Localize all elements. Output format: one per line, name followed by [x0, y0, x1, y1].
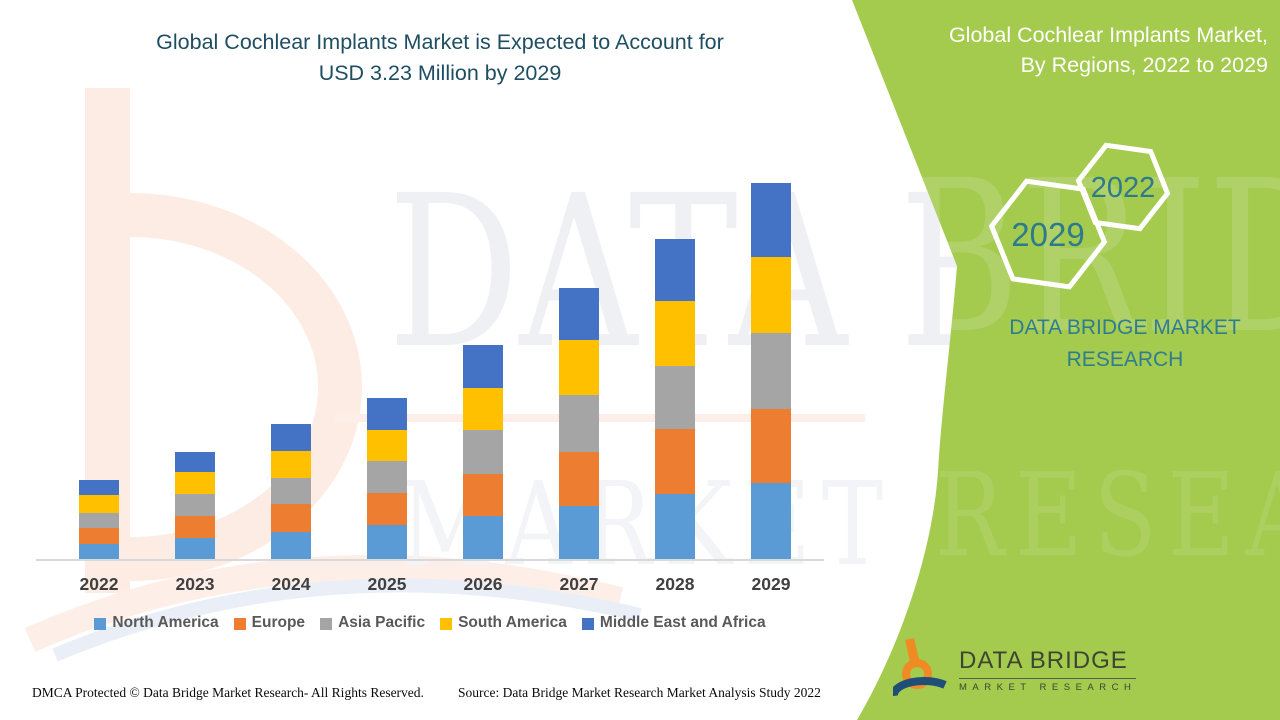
- segment-2024-middle-east-and-africa: [271, 423, 311, 451]
- segment-2022-middle-east-and-africa: [79, 479, 119, 496]
- band-heading: Global Cochlear Implants Market, By Regi…: [880, 20, 1268, 80]
- segment-2027-asia-pacific: [559, 395, 599, 452]
- x-label-2025: 2025: [367, 574, 407, 594]
- segment-2026-middle-east-and-africa: [463, 344, 503, 388]
- segment-2026-europe: [463, 474, 503, 516]
- green-band-shape: [852, 0, 1280, 720]
- segment-2022-north-america: [79, 543, 119, 559]
- chart-title-line1: Global Cochlear Implants Market is Expec…: [156, 30, 724, 54]
- band-heading-line1: Global Cochlear Implants Market,: [948, 23, 1268, 47]
- segment-2026-asia-pacific: [463, 429, 503, 475]
- segment-2027-south-america: [559, 340, 599, 395]
- segment-2024-asia-pacific: [271, 477, 311, 505]
- chart-legend: North America Europe Asia Pacific South Ame…: [0, 614, 860, 632]
- logo-subtitle: MARKET RESEARCH: [959, 682, 1137, 693]
- band-brand-line1: DATA BRIDGE MARKET: [1009, 316, 1241, 339]
- stacked-bar-chart: 2022 2023 2024 2025 2026 2027 2028 2029: [36, 182, 824, 594]
- bar-2023: [175, 451, 215, 559]
- segment-2027-europe: [559, 452, 599, 506]
- x-label-2027: 2027: [559, 574, 599, 594]
- segment-2023-north-america: [175, 538, 215, 559]
- segment-2029-north-america: [751, 483, 791, 559]
- segment-2025-middle-east-and-africa: [367, 398, 407, 430]
- bar-2024: [271, 423, 311, 559]
- hexagon-2022-outline: [1075, 142, 1171, 232]
- legend-label-middle-east-and-africa: Middle East and Africa: [599, 614, 766, 631]
- source-text: Source: Data Bridge Market Research Mark…: [458, 685, 821, 700]
- segment-2022-south-america: [79, 495, 119, 513]
- legend-marker-south-america: [440, 617, 453, 630]
- segment-2023-south-america: [175, 471, 215, 494]
- legend-item-south-america: South America: [440, 614, 567, 632]
- segment-2024-south-america: [271, 450, 311, 478]
- segment-2027-north-america: [559, 505, 599, 559]
- x-label-2029: 2029: [751, 574, 791, 594]
- segment-2023-asia-pacific: [175, 493, 215, 516]
- x-label-2023: 2023: [175, 574, 215, 594]
- segment-2022-asia-pacific: [79, 512, 119, 528]
- logo-name: DATA BRIDGE: [959, 647, 1137, 679]
- segment-2023-europe: [175, 515, 215, 538]
- bar-2027: [559, 287, 599, 559]
- chart-title: Global Cochlear Implants Market is Expec…: [60, 27, 820, 89]
- chart-title-line2: USD 3.23 Million by 2029: [318, 61, 562, 85]
- legend-item-europe: Europe: [233, 614, 306, 632]
- dbmr-logo: DATA BRIDGE MARKET RESEARCH: [893, 638, 1137, 706]
- bar-2022: [79, 479, 119, 559]
- segment-2025-europe: [367, 492, 407, 526]
- legend-item-asia-pacific: Asia Pacific: [320, 614, 425, 632]
- segment-2025-asia-pacific: [367, 461, 407, 493]
- hexagon-2022-label: 2022: [1091, 172, 1156, 204]
- bar-2025: [367, 398, 407, 559]
- segment-2029-asia-pacific: [751, 333, 791, 409]
- band-heading-line2: By Regions, 2022 to 2029: [1020, 53, 1268, 77]
- segment-2025-south-america: [367, 429, 407, 462]
- segment-2028-europe: [655, 428, 695, 494]
- legend-marker-asia-pacific: [320, 617, 333, 630]
- bar-2026: [463, 344, 503, 559]
- dmca-text: DMCA Protected © Data Bridge Market Rese…: [32, 685, 424, 700]
- dbmr-logo-text: DATA BRIDGE MARKET RESEARCH: [959, 638, 1137, 706]
- legend-label-europe: Europe: [251, 614, 306, 631]
- x-axis-line: [36, 559, 824, 561]
- segment-2026-north-america: [463, 515, 503, 559]
- segment-2028-middle-east-and-africa: [655, 238, 695, 301]
- band-brand-line2: RESEARCH: [1066, 348, 1184, 371]
- bar-2029: [751, 182, 791, 559]
- segment-2024-europe: [271, 504, 311, 533]
- segment-2028-asia-pacific: [655, 365, 695, 429]
- legend-marker-north-america: [94, 617, 107, 630]
- legend-marker-middle-east-and-africa: [581, 617, 594, 630]
- hexagon-2022: 2022: [1075, 142, 1171, 232]
- band-brand: DATA BRIDGE MARKET RESEARCH: [985, 312, 1265, 376]
- x-label-2026: 2026: [463, 574, 503, 594]
- segment-2029-south-america: [751, 257, 791, 334]
- x-label-2024: 2024: [271, 574, 311, 594]
- legend-label-asia-pacific: Asia Pacific: [338, 614, 426, 631]
- segment-2027-middle-east-and-africa: [559, 287, 599, 341]
- segment-2028-south-america: [655, 300, 695, 366]
- x-label-2028: 2028: [655, 574, 695, 594]
- dbmr-logo-mark: [893, 638, 947, 697]
- segment-2025-north-america: [367, 525, 407, 559]
- legend-item-north-america: North America: [94, 614, 219, 632]
- segment-2023-middle-east-and-africa: [175, 451, 215, 472]
- segment-2022-europe: [79, 527, 119, 544]
- segment-2028-north-america: [655, 493, 695, 559]
- legend-item-middle-east-and-africa: Middle East and Africa: [581, 614, 766, 632]
- bar-2028: [655, 238, 695, 559]
- segment-2029-europe: [751, 408, 791, 484]
- legend-marker-europe: [233, 617, 246, 630]
- legend-label-south-america: South America: [458, 614, 567, 631]
- segment-2026-south-america: [463, 387, 503, 430]
- x-label-2022: 2022: [79, 574, 119, 594]
- hexagon-2029-label: 2029: [1011, 216, 1084, 253]
- segment-2024-north-america: [271, 532, 311, 559]
- legend-label-north-america: North America: [112, 614, 219, 631]
- segment-2029-middle-east-and-africa: [751, 182, 791, 258]
